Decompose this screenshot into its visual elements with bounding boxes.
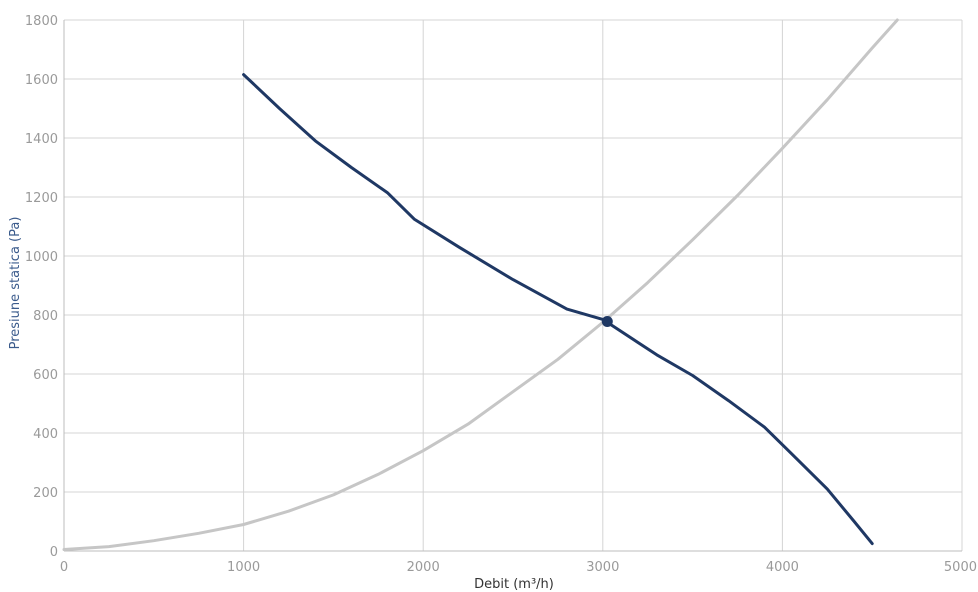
y-tick-label: 600 xyxy=(33,368,58,383)
y-tick-label: 400 xyxy=(33,427,58,442)
y-tick-label: 1400 xyxy=(25,132,58,147)
x-tick-label: 4000 xyxy=(766,560,799,575)
fan-curve-line xyxy=(242,73,874,546)
x-tick-label: 5000 xyxy=(944,560,977,575)
x-axis-ticks: 0 1000 2000 3000 4000 5000 xyxy=(60,560,977,575)
operating-point-layer xyxy=(601,315,613,327)
x-tick-label: 1000 xyxy=(227,560,260,575)
y-tick-label: 1800 xyxy=(25,14,58,29)
y-tick-label: 1200 xyxy=(25,191,58,206)
y-axis-ticks: 0 200 400 600 800 1000 1200 1400 1600 1800 xyxy=(25,14,58,560)
x-tick-label: 3000 xyxy=(586,560,619,575)
y-tick-label: 1600 xyxy=(25,73,58,88)
grid xyxy=(63,19,963,552)
y-tick-label: 1000 xyxy=(25,250,58,265)
x-axis-title: Debit (m³/h) xyxy=(474,577,554,592)
y-tick-label: 0 xyxy=(50,545,58,560)
y-tick-label: 800 xyxy=(33,309,58,324)
system-curve-line xyxy=(62,18,899,551)
y-axis-title: Presiune statica (Pa) xyxy=(8,217,23,350)
operating-point-marker xyxy=(601,315,613,327)
y-tick-label: 200 xyxy=(33,486,58,501)
series-layer xyxy=(62,18,899,551)
x-tick-label: 2000 xyxy=(407,560,440,575)
x-tick-label: 0 xyxy=(60,560,68,575)
